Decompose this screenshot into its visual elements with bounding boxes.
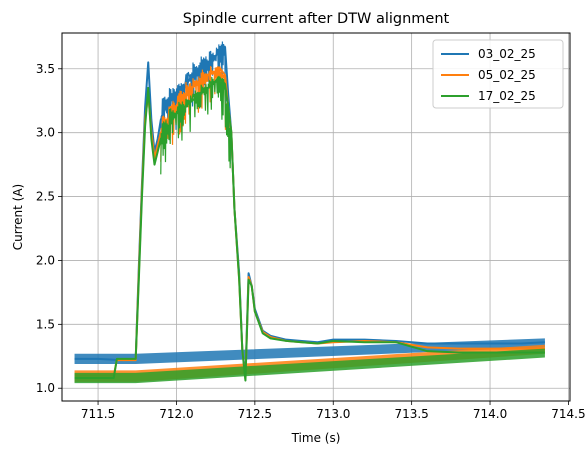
y-tick-label: 3.5 bbox=[36, 62, 55, 76]
legend: 03_02_25 05_02_25 17_02_25 bbox=[432, 39, 564, 109]
series-lines bbox=[74, 41, 545, 384]
x-axis-label: Time (s) bbox=[291, 431, 341, 445]
series-noise-band bbox=[74, 348, 545, 384]
legend-label: 03_02_25 bbox=[478, 47, 536, 61]
x-tick-label: 711.5 bbox=[81, 407, 115, 421]
y-axis-label: Current (A) bbox=[11, 184, 25, 250]
x-tick-label: 713.5 bbox=[394, 407, 428, 421]
y-tick-label: 2.0 bbox=[36, 253, 55, 267]
x-tick-label: 712.5 bbox=[238, 407, 272, 421]
y-tick-label: 3.0 bbox=[36, 126, 55, 140]
plot-frame bbox=[61, 32, 571, 402]
legend-label: 05_02_25 bbox=[478, 68, 536, 82]
x-tick-label: 713.0 bbox=[316, 407, 350, 421]
chart-title: Spindle current after DTW alignment bbox=[183, 11, 450, 27]
y-tick-label: 2.5 bbox=[36, 190, 55, 204]
y-tick-label: 1.0 bbox=[36, 381, 55, 395]
series-oscillation bbox=[160, 66, 232, 162]
x-tick-label: 712.0 bbox=[159, 407, 193, 421]
x-tick-label: 714.0 bbox=[473, 407, 507, 421]
series-line bbox=[74, 78, 545, 382]
legend-label: 17_02_25 bbox=[478, 89, 536, 103]
series-17_02_25 bbox=[74, 75, 545, 384]
grid-lines bbox=[62, 33, 570, 401]
axis-ticks: 711.5 712.0 712.5 713.0 713.5 714.0 714.5 1.0 1.… bbox=[36, 62, 585, 421]
series-noise-band bbox=[74, 338, 545, 364]
legend-box bbox=[432, 39, 564, 109]
series-oscillation bbox=[160, 75, 232, 175]
y-tick-label: 1.5 bbox=[36, 317, 55, 331]
x-tick-label: 714.5 bbox=[551, 407, 585, 421]
